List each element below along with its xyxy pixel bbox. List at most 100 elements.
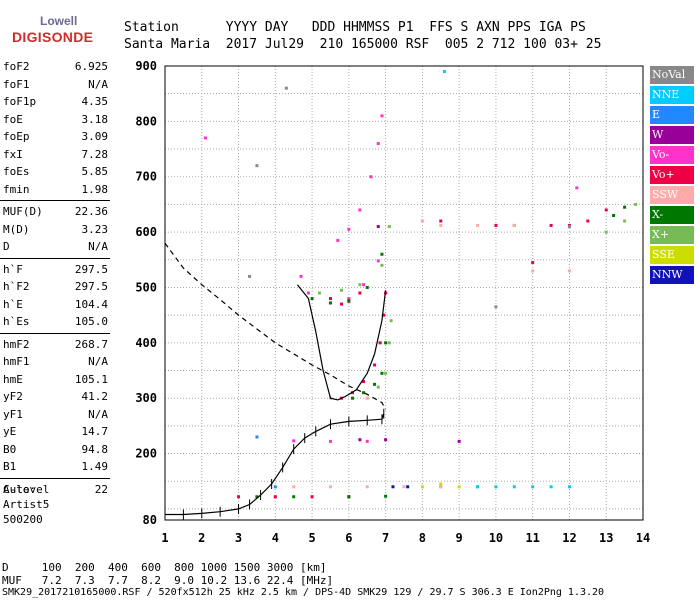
legend-item: NoVal — [650, 66, 694, 84]
point-e — [255, 435, 259, 439]
point-e — [273, 485, 277, 489]
param-label: foF2 — [3, 60, 30, 73]
point-vo- — [531, 261, 535, 265]
param-value: 3.18 — [81, 112, 109, 126]
y-tick-label: 80 — [143, 513, 157, 527]
point-x- — [255, 495, 259, 499]
param-row: foF1p 4.35 — [0, 93, 110, 111]
point-vo- — [339, 302, 343, 306]
point-x- — [347, 495, 351, 499]
param-row: h`E 104.4 — [0, 296, 110, 314]
param-row: hmE 105.1 — [0, 371, 110, 389]
point-noval — [248, 274, 252, 278]
point-ssw — [292, 485, 296, 489]
param-label: foEp — [3, 130, 30, 143]
x-tick-label: 12 — [562, 531, 576, 545]
point-vo- — [586, 219, 590, 223]
param-value: 3.09 — [81, 130, 109, 143]
x-tick-label: 3 — [235, 531, 242, 545]
point-ssw — [365, 485, 369, 489]
muf-row: MUF 7.2 7.3 7.7 8.2 9.0 10.2 13.6 22.4 [… — [2, 574, 334, 587]
point-x- — [310, 297, 314, 301]
param-label: hmF1 — [3, 355, 30, 368]
param-value: 105.0 — [74, 315, 108, 328]
point-vo- — [380, 114, 384, 118]
param-value: N/A — [88, 355, 108, 368]
x-tick-label: 7 — [382, 531, 389, 545]
point-vo- — [549, 223, 553, 227]
point-noval — [284, 86, 288, 90]
param-label: hmF2 — [3, 337, 30, 351]
param-label: h`E — [3, 297, 23, 311]
point-vo- — [369, 175, 373, 179]
point-x- — [380, 263, 384, 267]
point-x- — [623, 205, 627, 209]
legend-item: NNW — [650, 266, 694, 284]
param-label: yF1 — [3, 407, 23, 421]
param-value: 14.7 — [81, 425, 109, 438]
param-row: hmF2 268.7 — [0, 336, 110, 354]
x-tick-label: 9 — [456, 531, 463, 545]
logo-top-text: Lowell — [40, 14, 78, 28]
param-label: fxI — [3, 147, 23, 161]
param-row: yF1 N/A — [0, 406, 110, 424]
point-x- — [612, 213, 616, 217]
y-tick-label: 500 — [135, 280, 157, 294]
point-x- — [389, 319, 393, 323]
trace-lines — [164, 242, 387, 520]
point-x- — [362, 391, 366, 395]
legend-item: E — [650, 106, 694, 124]
param-row: fmin 1.98 — [0, 181, 110, 199]
footer-text: SMK29_2017210165000.RSF / 520fx512h 25 k… — [2, 587, 605, 598]
param-row: MUF(D) 22.36 — [0, 203, 110, 221]
trace-profile — [296, 284, 387, 401]
point-x- — [380, 252, 384, 256]
param-value: 94.8 — [81, 442, 109, 456]
point-vo- — [358, 208, 362, 212]
point-vo- — [328, 297, 332, 301]
param-row: h`F 297.5 — [0, 261, 110, 279]
param-value: 1.98 — [81, 182, 109, 196]
point-sse — [439, 482, 443, 486]
param-label: h`F2 — [3, 280, 30, 293]
auto-block: Auto: Artist5 500200 — [3, 482, 49, 527]
legend-item: W — [650, 126, 694, 144]
point-x- — [387, 341, 391, 345]
point-w — [376, 225, 380, 229]
param-label: h`F — [3, 262, 23, 276]
parameters-panel: foF2 6.925 foF1 N/A foF1p 4.35 foE 3.18 foEp 3.09… — [0, 58, 110, 498]
point-x- — [339, 288, 343, 292]
param-value: 297.5 — [74, 262, 108, 276]
param-label: M(D) — [3, 222, 30, 236]
point-x- — [347, 299, 351, 303]
y-tick-label: 200 — [135, 447, 157, 461]
point-vo- — [604, 208, 608, 212]
param-value: 1.49 — [81, 460, 109, 473]
param-row: h`Es 105.0 — [0, 313, 110, 331]
point-vo- — [439, 219, 443, 223]
point-x- — [634, 202, 638, 206]
param-row: D N/A — [0, 238, 110, 256]
param-separator — [0, 257, 110, 259]
logo-bottom-text: DIGISONDE — [12, 29, 94, 45]
point-vo- — [299, 274, 303, 278]
point-ssw — [439, 223, 443, 227]
point-ssw — [476, 223, 480, 227]
x-tick-label: 11 — [525, 531, 539, 545]
param-value: 297.5 — [74, 280, 108, 293]
auto-line-3: 500200 — [3, 513, 43, 526]
point-vo- — [237, 495, 241, 499]
point-vo- — [292, 439, 296, 443]
point-sse — [420, 485, 424, 489]
param-label: D — [3, 240, 10, 253]
param-label: hmE — [3, 372, 23, 386]
param-row: C-level 22 — [0, 481, 110, 499]
point-nne — [442, 70, 446, 74]
param-value: 6.925 — [74, 60, 108, 73]
param-row: foEs 5.85 — [0, 163, 110, 181]
point-vo- — [336, 238, 340, 242]
point-sse — [457, 485, 461, 489]
point-ssw — [420, 219, 424, 223]
point-x- — [292, 495, 296, 499]
